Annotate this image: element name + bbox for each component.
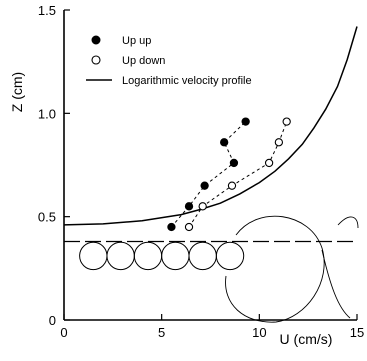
series-up-up-point xyxy=(200,181,209,190)
illustrative-grain-outline xyxy=(225,215,325,323)
series-up-up-point xyxy=(184,202,194,211)
x-tick-label: 15 xyxy=(350,325,364,340)
illustrative-grain-outline xyxy=(321,249,351,319)
bed-particle xyxy=(215,241,245,271)
series-up-down-point xyxy=(274,138,284,147)
series-up-up-point xyxy=(241,117,250,126)
series-up-up-point xyxy=(220,138,229,147)
x-tick-label: 0 xyxy=(60,325,67,340)
legend-marker-filled xyxy=(91,35,101,45)
legend-label: Up up xyxy=(122,35,151,47)
bed-particle xyxy=(79,241,108,271)
series-up-down-connector xyxy=(188,121,288,228)
y-tick-label: 0 xyxy=(49,313,56,328)
series-up-down-point xyxy=(184,222,194,232)
bed-particle xyxy=(106,241,135,271)
series-up-up-point xyxy=(167,222,176,232)
y-axis-label: Z (cm) xyxy=(9,72,25,112)
y-tick-label: 1.5 xyxy=(38,3,56,18)
y-tick-label: 1.0 xyxy=(38,106,56,121)
illustrative-grain-outline xyxy=(337,216,359,229)
legend-marker-open xyxy=(91,55,101,65)
legend-label: Logarithmic velocity profile xyxy=(122,75,252,87)
bed-particle xyxy=(161,241,190,271)
series-up-down-point xyxy=(264,158,274,168)
series-up-down-point xyxy=(282,117,291,126)
x-tick-label: 5 xyxy=(158,325,165,340)
series-logarithmic-velocity-profile-line xyxy=(63,26,358,226)
series-up-up-point xyxy=(229,158,239,168)
y-tick-label: 0.5 xyxy=(38,210,56,225)
x-axis-label: U (cm/s) xyxy=(280,331,333,347)
series-up-up-connector xyxy=(171,121,247,228)
series-up-down-point xyxy=(198,202,207,211)
legend-label: Up down xyxy=(122,55,165,67)
bed-particle xyxy=(133,241,163,271)
x-tick-label: 10 xyxy=(252,325,266,340)
series-up-down-point xyxy=(227,181,237,190)
bed-particle xyxy=(188,241,217,271)
